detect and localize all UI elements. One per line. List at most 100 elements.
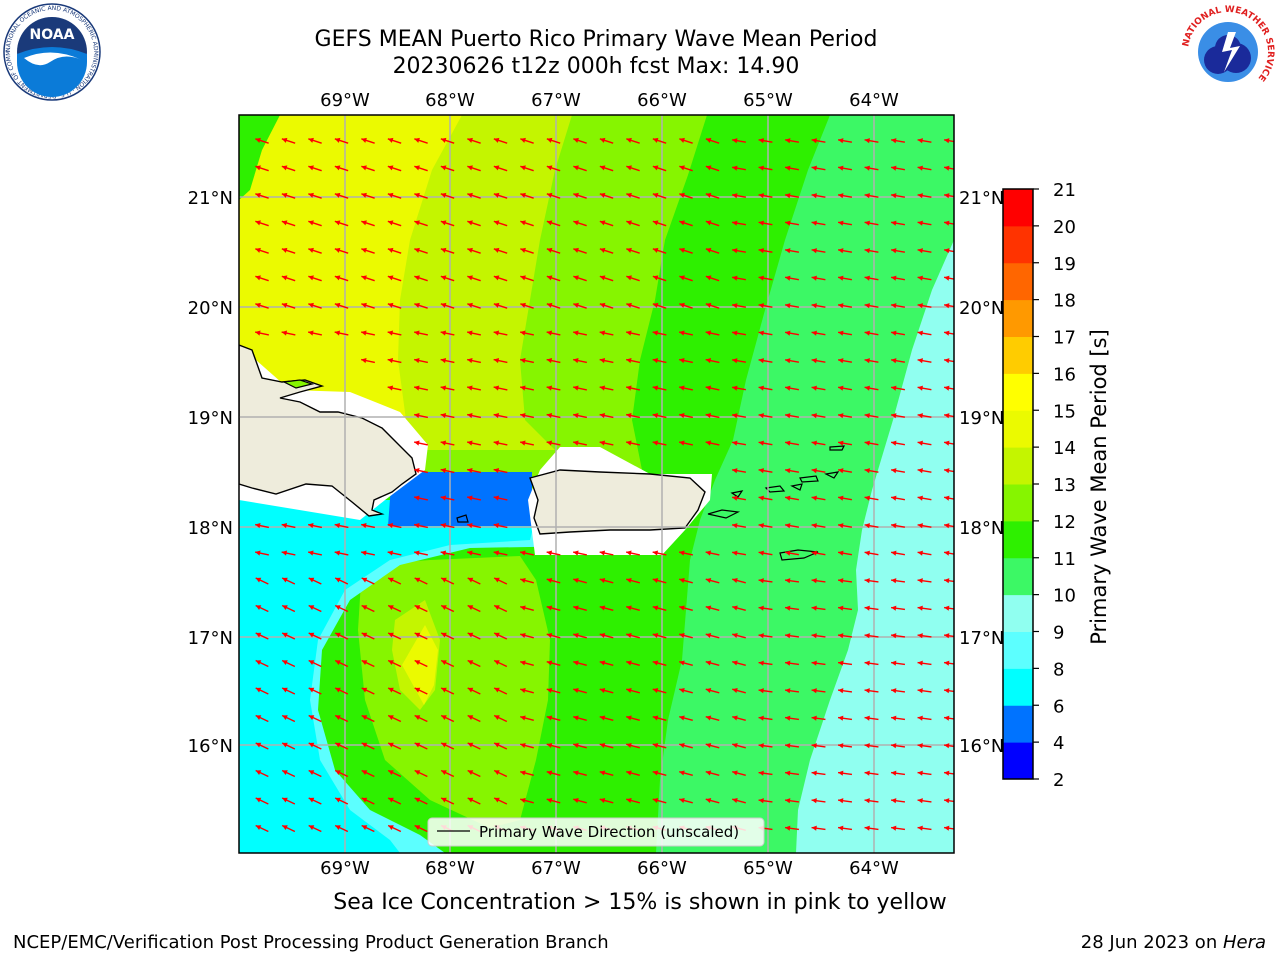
lat-label-left: 19°N xyxy=(188,408,233,429)
wave-arrow xyxy=(546,330,561,336)
wave-arrow xyxy=(705,660,720,666)
wave-arrow xyxy=(943,138,954,144)
lon-label-top: 69°W xyxy=(320,90,370,111)
wave-arrow xyxy=(732,687,746,694)
wave-arrow xyxy=(890,138,906,144)
colorbar-tick-label: 17 xyxy=(1053,328,1076,349)
colorbar-segment xyxy=(1003,225,1033,264)
wave-arrow xyxy=(467,192,481,199)
wave-arrow xyxy=(652,220,667,227)
wave-arrow xyxy=(758,550,773,556)
wave-arrow xyxy=(705,385,720,391)
wave-arrow xyxy=(599,137,614,144)
wave-arrow xyxy=(308,165,322,172)
wave-arrow xyxy=(917,605,932,611)
wave-arrow xyxy=(626,220,640,227)
wave-arrow xyxy=(705,220,720,227)
wave-arrow xyxy=(414,302,428,309)
period-nw-corner-region xyxy=(239,115,280,200)
wave-arrow xyxy=(811,330,826,336)
wave-arrow xyxy=(758,798,773,804)
wave-arrow xyxy=(811,440,826,446)
wave-arrow xyxy=(943,825,954,831)
wave-arrow xyxy=(784,633,800,639)
wave-arrow xyxy=(652,192,667,199)
wave-arrow xyxy=(361,192,375,199)
wave-arrow xyxy=(573,192,587,199)
wave-arrow xyxy=(917,550,932,556)
wave-arrow xyxy=(864,138,879,144)
wave-arrow xyxy=(387,714,402,723)
wave-arrow xyxy=(414,440,428,446)
colorbar-tick-label: 14 xyxy=(1053,438,1076,459)
wave-arrow xyxy=(917,413,932,419)
wave-arrow xyxy=(414,385,428,391)
wave-arrow xyxy=(493,358,508,364)
land-anegada xyxy=(829,445,846,451)
wave-arrow xyxy=(837,660,853,666)
wave-arrow xyxy=(493,742,508,750)
wave-arrow xyxy=(493,192,508,199)
colorbar-tick-label: 20 xyxy=(1053,217,1076,238)
wave-arrow xyxy=(308,687,322,695)
wave-arrow xyxy=(864,770,879,776)
wave-arrow xyxy=(784,605,800,611)
wave-arrow xyxy=(758,165,773,171)
wave-arrow xyxy=(837,578,853,584)
wave-arrow xyxy=(361,824,375,833)
lat-label-right: 17°N xyxy=(959,628,1004,649)
wave-arrow xyxy=(943,688,954,694)
colorbar-segment xyxy=(1003,447,1033,485)
wave-arrow xyxy=(573,440,587,446)
wave-arrow xyxy=(308,550,322,556)
colorbar-segment xyxy=(1003,705,1033,743)
wave-arrow xyxy=(679,550,693,556)
wave-arrow xyxy=(308,632,322,640)
colorbar-segment xyxy=(1003,557,1033,596)
wave-arrow xyxy=(467,769,481,778)
wave-arrow xyxy=(440,687,455,695)
wave-arrow xyxy=(758,303,773,309)
wave-arrow xyxy=(731,193,747,199)
wave-arrow xyxy=(334,220,349,227)
wave-arrow xyxy=(758,468,773,474)
wave-arrow xyxy=(917,715,932,721)
wave-arrow xyxy=(546,687,561,694)
wave-arrow xyxy=(626,770,640,776)
wave-arrow xyxy=(917,138,932,144)
wave-arrow xyxy=(255,550,269,556)
wave-arrow xyxy=(679,797,693,804)
wave-arrow xyxy=(943,798,954,804)
wave-arrow xyxy=(837,633,853,639)
wave-arrow xyxy=(943,605,954,611)
wave-arrow xyxy=(387,247,402,254)
wave-arrow xyxy=(811,248,826,254)
wave-arrow xyxy=(520,440,534,446)
wave-arrow xyxy=(573,577,587,584)
wave-arrow xyxy=(546,302,561,309)
wave-arrow xyxy=(573,660,587,666)
wave-arrow xyxy=(281,604,296,613)
wave-arrow xyxy=(493,468,508,474)
wave-arrow xyxy=(361,220,375,227)
wave-arrow xyxy=(281,824,296,833)
wave-arrow xyxy=(520,632,534,639)
wave-arrow xyxy=(890,468,906,474)
wave-arrow xyxy=(440,385,455,391)
wave-arrow xyxy=(917,578,932,584)
wave-arrow xyxy=(387,604,402,613)
wave-arrow xyxy=(387,137,402,144)
wave-arrow xyxy=(811,578,826,584)
wave-arrow xyxy=(546,413,561,419)
wave-arrow xyxy=(758,715,773,721)
wave-arrow xyxy=(414,687,428,695)
wave-arrow xyxy=(281,302,296,309)
wave-arrow xyxy=(837,715,853,721)
wave-arrow xyxy=(440,659,455,668)
wave-arrow xyxy=(784,385,800,391)
wave-arrow xyxy=(281,165,296,172)
wave-arrow xyxy=(705,687,720,694)
wave-arrow xyxy=(731,440,747,446)
wave-arrow xyxy=(520,687,534,694)
wave-arrow xyxy=(467,604,481,613)
